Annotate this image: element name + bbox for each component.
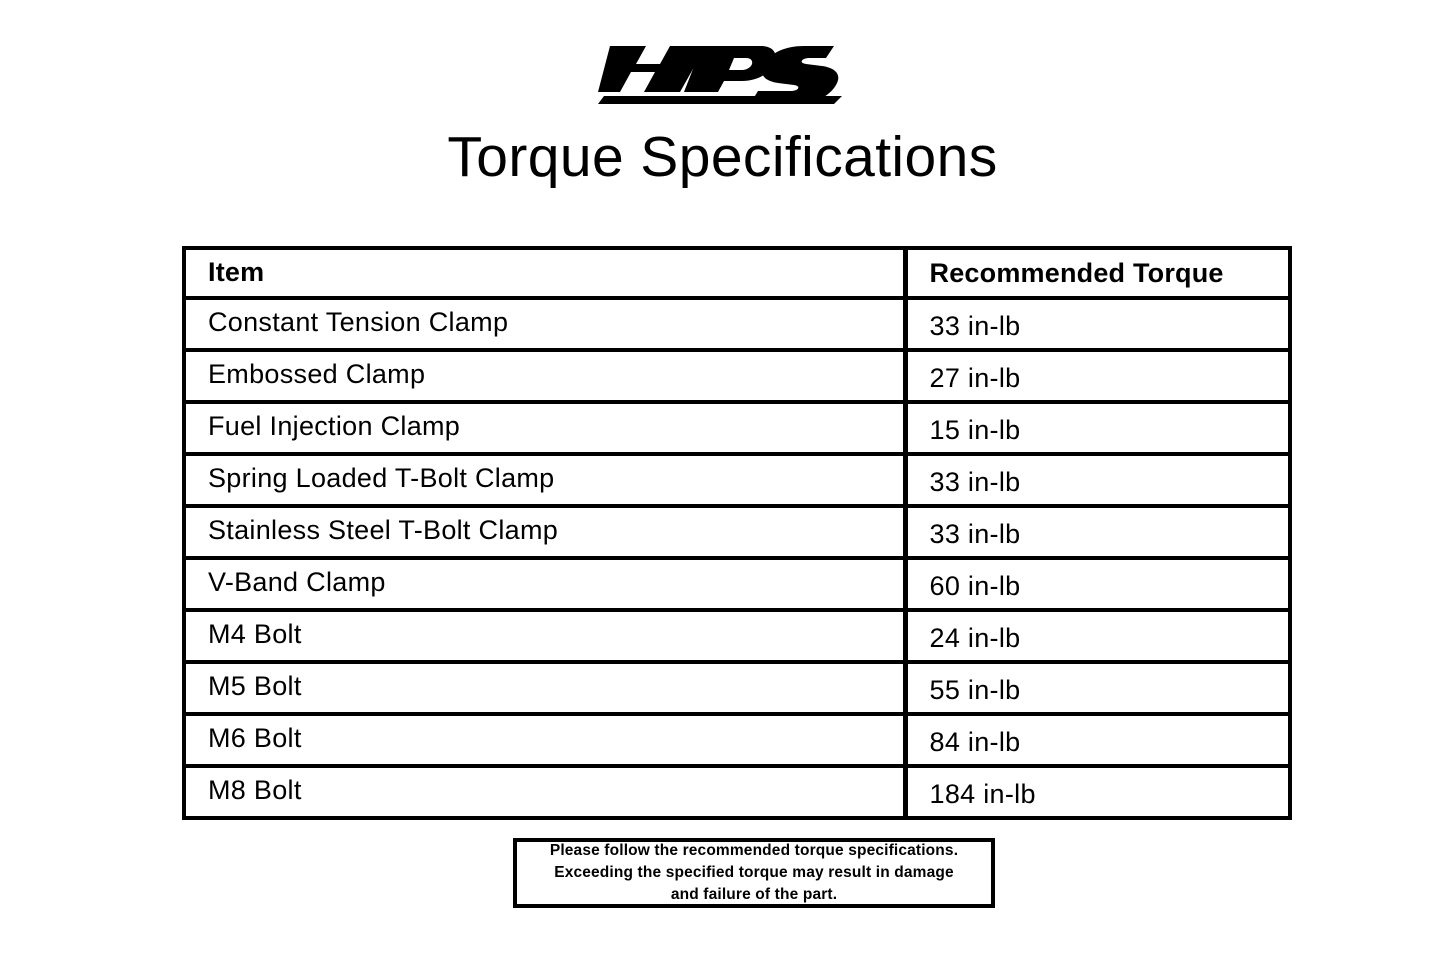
table-row: Constant Tension Clamp 33 in-lb [184,298,1290,352]
table-row: M5 Bolt 55 in-lb [184,662,1290,716]
cell-torque: 55 in-lb [902,662,1290,716]
table-row: V-Band Clamp 60 in-lb [184,558,1290,612]
cell-torque: 33 in-lb [902,454,1290,508]
cell-item: Embossed Clamp [184,350,905,404]
column-header-torque: Recommended Torque [902,248,1290,300]
cell-torque: 184 in-lb [902,766,1290,818]
cell-torque: 33 in-lb [902,298,1290,352]
cell-torque: 33 in-lb [902,506,1290,560]
hps-logo [598,40,842,104]
table-row: M6 Bolt 84 in-lb [184,714,1290,768]
note-line: Exceeding the specified torque may resul… [554,864,954,881]
cell-torque: 84 in-lb [902,714,1290,768]
cell-item: M8 Bolt [208,774,302,805]
table-row: M4 Bolt 24 in-lb [184,610,1290,664]
table-row: Fuel Injection Clamp 15 in-lb [184,402,1290,456]
cell-item: M4 Bolt [184,610,905,664]
table-row: Embossed Clamp 27 in-lb [184,350,1290,404]
cell-torque: 60 in-lb [902,558,1290,612]
cell-item: Stainless Steel T-Bolt Clamp [184,506,905,560]
torque-spec-table-container: Item Recommended Torque Constant Tension… [182,246,1292,820]
table-row: Stainless Steel T-Bolt Clamp 33 in-lb [184,506,1290,560]
note-line: and failure of the part. [670,886,838,903]
warning-note-box: Please follow the recommended torque spe… [513,838,995,908]
cell-item: Spring Loaded T-Bolt Clamp [184,454,905,508]
cell-item: M5 Bolt [184,662,905,716]
page-title: Torque Specifications [447,125,998,189]
table-body: Constant Tension Clamp 33 in-lb Embossed… [184,298,1290,818]
note-line: Please follow the recommended torque spe… [549,842,959,859]
cell-torque: 15 in-lb [902,402,1290,456]
cell-torque: 24 in-lb [902,610,1290,664]
table-row: Spring Loaded T-Bolt Clamp 33 in-lb [184,454,1290,508]
table-header-row: Item Recommended Torque [184,248,1290,300]
cell-torque: 27 in-lb [902,350,1290,404]
cell-item: Constant Tension Clamp [184,298,905,352]
torque-spec-table: Item Recommended Torque Constant Tension… [182,246,1292,820]
cell-item: Fuel Injection Clamp [184,402,905,456]
column-header-item: Item [184,248,905,300]
cell-item: V-Band Clamp [184,558,905,612]
table-row: M8 Bolt 184 in-lb [184,766,1290,818]
cell-item: M6 Bolt [184,714,905,768]
